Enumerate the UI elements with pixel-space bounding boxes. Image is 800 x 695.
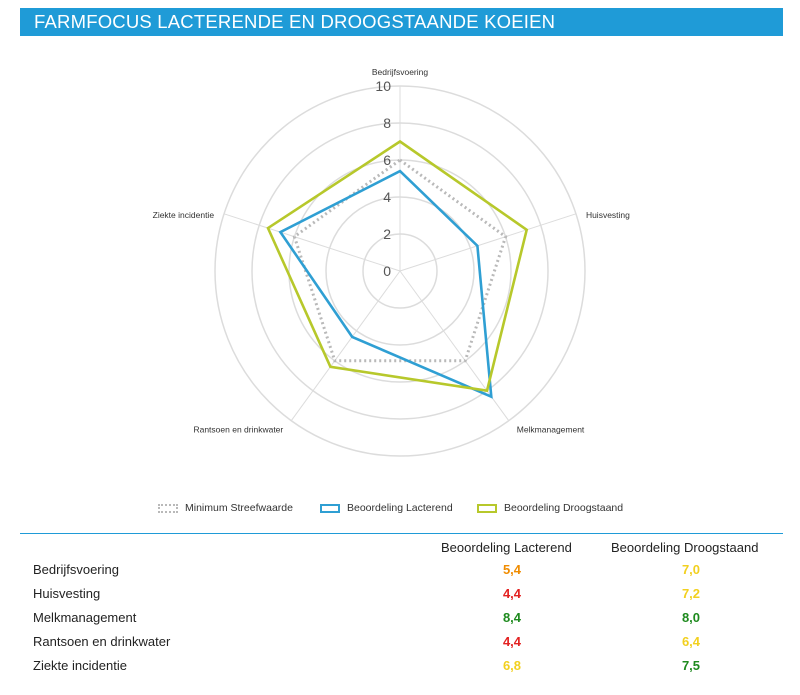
- column-header-lacterend: Beoordeling Lacterend: [441, 540, 572, 555]
- row-label: Huisvesting: [33, 586, 101, 601]
- score-lacterend: 6,8: [502, 658, 522, 673]
- legend-swatch-lacterend: [320, 503, 340, 513]
- score-droogstaand: 7,5: [681, 658, 701, 673]
- legend-swatch-droogstaand: [477, 503, 497, 513]
- legend-label-lacterend: Beoordeling Lacterend: [347, 502, 453, 514]
- score-droogstaand: 7,2: [681, 586, 701, 601]
- score-droogstaand: 6,4: [681, 634, 701, 649]
- legend-label-minimum: Minimum Streefwaarde: [185, 502, 293, 514]
- axis-label: Melkmanagement: [517, 425, 585, 435]
- score-lacterend: 4,4: [502, 634, 522, 649]
- series-minimum-streefwaarde: [292, 158, 508, 363]
- legend-item-droogstaand: Beoordeling Droogstaand: [477, 502, 623, 514]
- radar-axis-labels: Bedrijfsvoering Huisvesting Melkmanagement…: [153, 67, 631, 435]
- tick-label: 6: [383, 152, 391, 168]
- table-divider: [20, 533, 783, 534]
- legend-item-minimum: Minimum Streefwaarde: [158, 502, 293, 514]
- radar-series: [266, 139, 529, 399]
- tick-label: 8: [383, 115, 391, 131]
- tick-label: 0: [383, 263, 391, 279]
- spoke-line: [290, 270, 401, 421]
- series-lacterend: [278, 169, 493, 399]
- series-droogstaand: [266, 139, 529, 393]
- radar-chart: 0 2 4 6 8 10 Bedrijfsvoering Huisvesting Melkma…: [153, 67, 631, 457]
- spoke-line: [399, 213, 577, 272]
- report-header: FARMFOCUS LACTERENDE EN DROOGSTAANDE KOE…: [20, 8, 783, 36]
- score-lacterend: 4,4: [502, 586, 522, 601]
- score-lacterend: 5,4: [502, 562, 522, 577]
- axis-label: Ziekte incidentie: [153, 210, 215, 220]
- score-lacterend: 8,4: [502, 610, 522, 625]
- legend-item-lacterend: Beoordeling Lacterend: [320, 502, 453, 514]
- score-droogstaand: 8,0: [681, 610, 701, 625]
- axis-label: Rantsoen en drinkwater: [193, 425, 283, 435]
- column-header-droogstaand: Beoordeling Droogstaand: [611, 540, 759, 555]
- legend-swatch-minimum: [158, 503, 178, 513]
- legend-label-droogstaand: Beoordeling Droogstaand: [504, 502, 624, 514]
- tick-label: 10: [375, 78, 391, 94]
- row-label: Ziekte incidentie: [33, 658, 127, 673]
- tick-label: 4: [383, 189, 391, 205]
- spoke-line: [223, 213, 401, 272]
- radar-tick-labels: 0 2 4 6 8 10: [375, 78, 391, 279]
- row-label: Rantsoen en drinkwater: [33, 634, 171, 649]
- tick-label: 2: [383, 226, 391, 242]
- radar-grid: [214, 85, 586, 457]
- axis-label: Huisvesting: [586, 210, 630, 220]
- score-droogstaand: 7,0: [681, 562, 701, 577]
- axis-label: Bedrijfsvoering: [372, 67, 428, 77]
- row-label: Bedrijfsvoering: [33, 562, 119, 577]
- row-label: Melkmanagement: [33, 610, 137, 625]
- page-title: FARMFOCUS LACTERENDE EN DROOGSTAANDE KOE…: [34, 11, 556, 32]
- chart-legend: Minimum Streefwaarde Beoordeling Lactere…: [0, 502, 800, 516]
